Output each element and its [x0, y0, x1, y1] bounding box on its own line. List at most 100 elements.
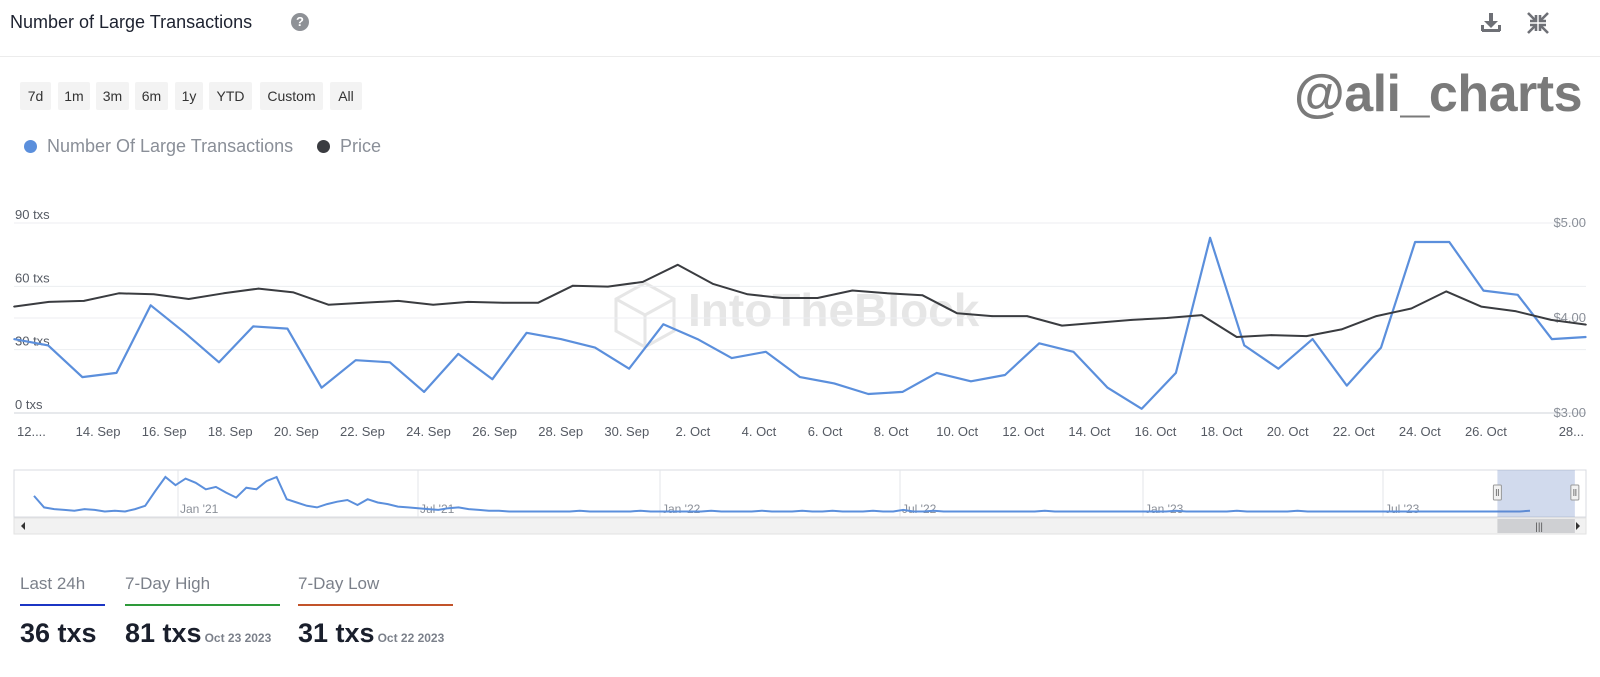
- series-point-transactions: [423, 391, 425, 393]
- stat-value-row-7day-low: 31 txs Oct 22 2023: [298, 618, 453, 649]
- question-circle-icon[interactable]: ?: [291, 13, 309, 31]
- series-point-price: [1585, 323, 1587, 326]
- x-tick-label: 26. Sep: [472, 424, 517, 439]
- series-point-price: [118, 292, 120, 295]
- range-7d-button[interactable]: 7d: [20, 82, 51, 110]
- series-point-transactions: [149, 304, 152, 307]
- stat-value-7day-low: 31 txs: [298, 618, 375, 648]
- navigator-date-label: Jan '22: [662, 502, 701, 516]
- series-point-transactions: [696, 338, 699, 340]
- scrollbar-grip-icon: |||: [1535, 522, 1543, 533]
- series-point-transactions: [457, 353, 460, 355]
- series-point-transactions: [662, 323, 665, 326]
- series-point-price: [711, 283, 714, 285]
- series-point-transactions: [286, 327, 289, 330]
- chart-navigator[interactable]: Jan '21 Jul '21 Jan '22 Jul '22 Jan '23 Jul '…: [0, 460, 1600, 550]
- x-tick-label: 14. Oct: [1068, 424, 1110, 439]
- series-point-price: [781, 297, 784, 299]
- stat-date-7day-high: Oct 23 2023: [204, 631, 272, 645]
- navigator-scrollbar-thumb[interactable]: [1497, 519, 1575, 533]
- series-point-price: [187, 298, 190, 300]
- series-point-price: [257, 287, 260, 290]
- series-point-transactions: [13, 338, 15, 340]
- series-point-transactions: [389, 361, 391, 364]
- stat-value-last-24h: 36 txs: [20, 618, 97, 648]
- range-3m-button[interactable]: 3m: [96, 82, 129, 110]
- series-point-price: [851, 289, 854, 292]
- x-tick-label: 18. Oct: [1201, 424, 1243, 439]
- author-watermark: @ali_charts: [1293, 65, 1583, 123]
- navigator-selection[interactable]: [1497, 470, 1575, 517]
- series-point-price: [83, 300, 85, 302]
- range-1m-button[interactable]: 1m: [58, 82, 90, 110]
- series-point-transactions: [1004, 374, 1006, 376]
- legend-item-price[interactable]: Price: [317, 136, 381, 157]
- series-point-price: [746, 293, 749, 296]
- range-custom-button[interactable]: Custom: [260, 82, 323, 110]
- range-all-button[interactable]: All: [330, 82, 362, 110]
- series-point-price: [816, 297, 819, 299]
- scroll-left-arrow-icon[interactable]: [21, 522, 25, 530]
- series-point-price: [502, 302, 504, 304]
- series-point-price: [572, 284, 574, 287]
- x-tick-label: 22. Sep: [340, 424, 385, 439]
- stat-7day-high: 7-Day High 81 txs Oct 23 2023: [125, 574, 280, 649]
- x-tick-label: 20. Sep: [274, 424, 319, 439]
- download-icon[interactable]: [1478, 10, 1504, 36]
- stat-last-24h: Last 24h 36 txs: [20, 574, 105, 649]
- series-point-transactions: [1175, 372, 1177, 374]
- series-point-price: [676, 264, 679, 266]
- series-point-price: [13, 305, 15, 308]
- series-point-price: [1550, 319, 1552, 321]
- scroll-right-arrow-icon[interactable]: [1576, 522, 1580, 530]
- series-point-transactions: [1516, 293, 1519, 296]
- page-title: Number of Large Transactions: [10, 12, 253, 32]
- series-point-price: [362, 302, 365, 304]
- x-tick-label: 24. Oct: [1399, 424, 1441, 439]
- stat-label-7day-low: 7-Day Low: [298, 574, 453, 606]
- series-point-transactions: [935, 372, 938, 374]
- x-tick-label: 14. Sep: [76, 424, 121, 439]
- series-point-price: [886, 292, 889, 295]
- series-point-transactions: [81, 376, 84, 378]
- series-point-price: [1270, 334, 1273, 336]
- series-point-transactions: [1106, 386, 1109, 389]
- series-point-price: [1061, 324, 1063, 327]
- series-point-transactions: [115, 372, 118, 374]
- navigator-handle-right[interactable]: [1570, 484, 1580, 501]
- series-point-price: [397, 300, 400, 302]
- navigator-date-label: Jan '23: [1145, 502, 1184, 516]
- x-tick-label: 16. Sep: [142, 424, 187, 439]
- legend-dot-transactions: [24, 139, 37, 153]
- series-point-transactions: [1072, 350, 1075, 353]
- stat-label-7day-high: 7-Day High: [125, 574, 280, 606]
- series-point-price: [1445, 290, 1448, 293]
- x-tick-label: 6. Oct: [808, 424, 843, 439]
- series-point-transactions: [901, 391, 904, 393]
- series-point-price: [292, 291, 295, 294]
- x-tick-label: 10. Oct: [936, 424, 978, 439]
- x-tick-label: 16. Oct: [1135, 424, 1177, 439]
- series-point-price: [327, 303, 330, 306]
- series-point-price: [48, 301, 50, 303]
- series-point-transactions: [594, 346, 596, 349]
- series-point-transactions: [559, 338, 562, 340]
- series-point-transactions: [1448, 241, 1451, 243]
- series-point-price: [1200, 314, 1203, 316]
- series-point-price: [1131, 319, 1133, 321]
- navigator-handle-left[interactable]: [1492, 484, 1502, 501]
- collapse-icon[interactable]: [1525, 10, 1551, 36]
- legend-item-transactions[interactable]: Number Of Large Transactions: [24, 136, 293, 157]
- series-point-transactions: [765, 350, 767, 353]
- series-point-transactions: [218, 361, 220, 364]
- header-bar: Number of Large Transactions ?: [0, 0, 1600, 57]
- stat-value-row-7day-high: 81 txs Oct 23 2023: [125, 618, 280, 649]
- series-point-price: [642, 281, 644, 283]
- range-6m-button[interactable]: 6m: [135, 82, 168, 110]
- range-1y-button[interactable]: 1y: [175, 82, 203, 110]
- range-ytd-button[interactable]: YTD: [209, 82, 252, 110]
- series-point-price: [432, 303, 435, 306]
- x-tick-label: 24. Sep: [406, 424, 451, 439]
- series-point-price: [607, 285, 609, 288]
